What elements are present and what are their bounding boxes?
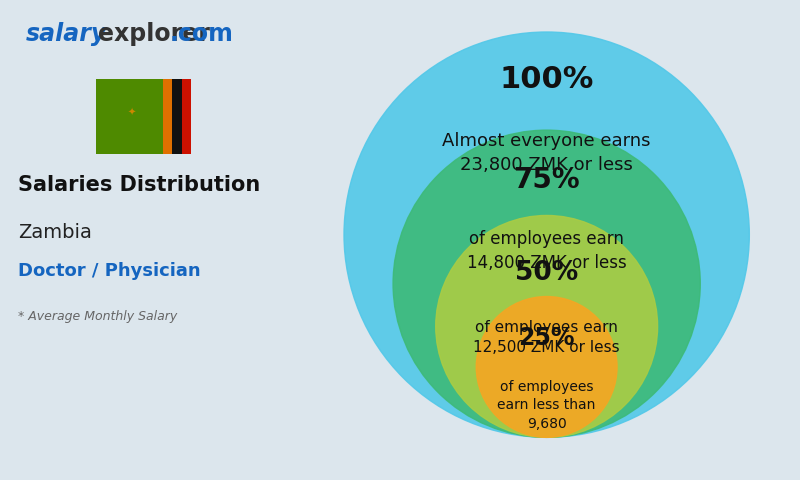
FancyBboxPatch shape [182,79,191,154]
Text: of employees
earn less than
9,680: of employees earn less than 9,680 [498,380,596,431]
Text: 25%: 25% [518,326,575,350]
Circle shape [476,297,617,437]
Text: .com: .com [170,22,233,46]
Text: Zambia: Zambia [18,223,92,242]
Text: ✦: ✦ [128,108,136,118]
Text: * Average Monthly Salary: * Average Monthly Salary [18,310,178,323]
Text: explorer: explorer [98,22,210,46]
FancyBboxPatch shape [172,79,182,154]
Text: Doctor / Physician: Doctor / Physician [18,262,201,279]
Text: of employees earn
14,800 ZMK or less: of employees earn 14,800 ZMK or less [466,230,626,272]
Text: Almost everyone earns
23,800 ZMK or less: Almost everyone earns 23,800 ZMK or less [442,132,651,174]
Circle shape [436,216,658,437]
Text: salary: salary [26,22,107,46]
Text: 100%: 100% [499,65,594,94]
FancyBboxPatch shape [162,79,172,154]
FancyBboxPatch shape [96,79,191,154]
Text: Salaries Distribution: Salaries Distribution [18,175,261,195]
Text: 50%: 50% [515,260,578,286]
Circle shape [393,130,700,437]
Text: of employees earn
12,500 ZMK or less: of employees earn 12,500 ZMK or less [474,320,620,355]
Circle shape [344,32,750,437]
Text: 75%: 75% [514,166,580,194]
